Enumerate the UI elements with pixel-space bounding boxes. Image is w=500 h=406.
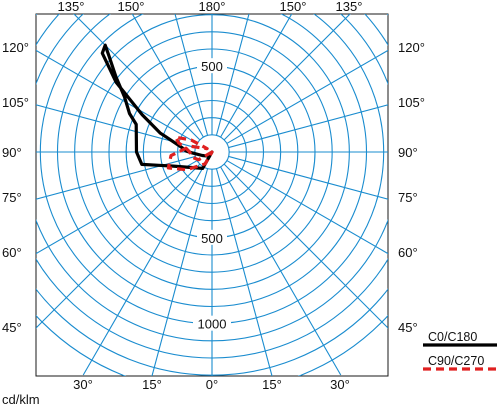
grid-spoke bbox=[215, 14, 250, 136]
angle-label-right: 45° bbox=[398, 320, 418, 335]
angle-label-bottom: 0° bbox=[206, 377, 218, 392]
angle-label-top: 180° bbox=[199, 0, 226, 14]
series-curves bbox=[100, 43, 214, 172]
angle-label-bg bbox=[114, 0, 148, 13]
angle-label-right: 90° bbox=[398, 145, 418, 160]
grid-spoke bbox=[228, 155, 388, 200]
grid-spoke bbox=[36, 104, 196, 149]
angle-label-left: 45° bbox=[2, 320, 22, 335]
grid-spoke bbox=[36, 160, 198, 255]
grid-spoke bbox=[151, 168, 209, 376]
angle-label-bottom: 30° bbox=[73, 377, 93, 392]
grid-spoke bbox=[226, 49, 388, 144]
angle-label-bottom: 30° bbox=[330, 377, 350, 392]
legend-label: C0/C180 bbox=[428, 330, 477, 344]
grid-spoke bbox=[82, 166, 204, 376]
grid-spoke bbox=[73, 14, 201, 141]
angle-label-right: 120° bbox=[398, 40, 425, 55]
angle-label-bottom: 15° bbox=[142, 377, 162, 392]
grid-spoke bbox=[174, 14, 209, 136]
angle-label-top: 135° bbox=[58, 0, 85, 14]
grid-spoke bbox=[131, 14, 204, 138]
grid-spoke bbox=[36, 49, 198, 144]
angle-label-top: 150° bbox=[118, 0, 145, 14]
radial-tick-label: 500 bbox=[201, 59, 223, 74]
grid-spoke bbox=[228, 104, 388, 149]
radial-tick-label-bg bbox=[197, 58, 227, 74]
angle-label-left: 60° bbox=[2, 245, 22, 260]
grid-spoke bbox=[36, 163, 201, 329]
angle-label-bg bbox=[332, 0, 366, 13]
angle-label-left: 90° bbox=[2, 145, 22, 160]
angle-label-right: 60° bbox=[398, 245, 418, 260]
grid-spoke bbox=[36, 155, 196, 200]
legend: C0/C180 C90/C270 bbox=[423, 330, 497, 371]
legend-label: C90/C270 bbox=[428, 354, 484, 368]
axis-labels: 500 500 1000 135° 150° 180° 150° 135° 120° 105° 90… bbox=[2, 0, 425, 406]
grid-spoke bbox=[223, 163, 388, 329]
grid-spoke bbox=[220, 166, 342, 376]
unit-label: cd/klm bbox=[2, 392, 40, 406]
grid-spoke bbox=[223, 14, 351, 141]
angle-label-left: 75° bbox=[2, 190, 22, 205]
angle-label-right: 105° bbox=[398, 95, 425, 110]
angle-label-bg bbox=[54, 0, 88, 13]
series-line bbox=[166, 135, 214, 172]
angle-label-left: 120° bbox=[2, 40, 29, 55]
radial-tick-label-bg bbox=[193, 315, 231, 331]
angle-label-bottom: 15° bbox=[262, 377, 282, 392]
radial-tick-label-bg bbox=[197, 229, 227, 245]
angle-label-left: 105° bbox=[2, 95, 29, 110]
grid-spoke bbox=[215, 168, 273, 376]
polar-grid bbox=[36, 14, 388, 376]
angle-label-top: 135° bbox=[336, 0, 363, 14]
angle-label-top: 150° bbox=[280, 0, 307, 14]
angle-label-right: 75° bbox=[398, 190, 418, 205]
grid-spoke bbox=[220, 14, 293, 138]
radial-tick-label: 1000 bbox=[198, 317, 227, 332]
radial-tick-label: 500 bbox=[201, 231, 223, 246]
angle-label-bg bbox=[195, 0, 229, 13]
angle-label-bg bbox=[276, 0, 310, 13]
grid-spoke bbox=[226, 160, 388, 255]
